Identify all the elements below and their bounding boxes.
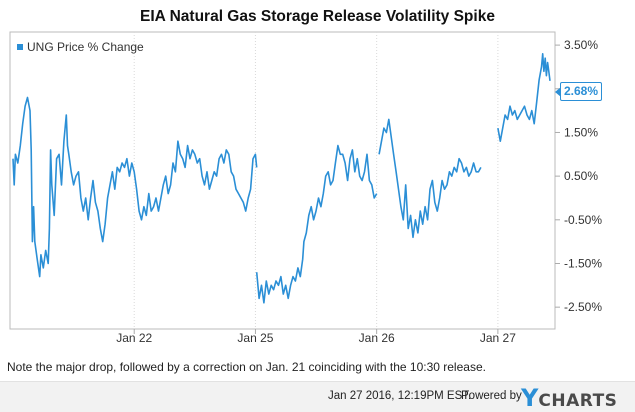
series-group [12,53,551,304]
series-line-segment-1 [12,96,258,278]
y-tick-label: -2.50% [564,300,602,314]
ycharts-logo[interactable]: YCHARTS [521,384,618,412]
y-tick-label: 3.50% [564,38,598,52]
y-tick-label: 1.50% [564,125,598,139]
chart-title: EIA Natural Gas Storage Release Volatili… [140,8,495,25]
logo-y: Y [521,384,539,412]
y-tick-label: -1.50% [564,256,602,270]
x-tick-label: Jan 26 [359,331,395,345]
series-line-segment-2 [255,144,378,304]
legend-label: UNG Price % Change [27,40,144,54]
x-axis-ticks: Jan 22 Jan 25 Jan 26 Jan 27 [116,329,516,345]
legend[interactable]: UNG Price % Change [17,40,144,54]
logo-rest: CHARTS [538,391,618,411]
y-tick-label: 0.50% [564,169,598,183]
y-axis-ticks: 3.50%2.50%1.50%0.50%-0.50%-1.50%-2.50% [555,38,602,314]
x-tick-label: Jan 25 [237,331,273,345]
series-line-segment-4 [497,53,551,142]
annotation-note: Note the major drop, followed by a corre… [7,360,486,374]
y-tick-label: -0.50% [564,213,602,227]
plot-area [9,31,556,330]
footer-timestamp: Jan 27 2016, 12:19PM EST. [328,390,472,402]
footer-bar: Jan 27 2016, 12:19PM EST. Powered by YCH… [0,381,635,412]
series-line-segment-3 [378,118,482,239]
x-tick-label: Jan 27 [480,331,516,345]
powered-by-text: Powered by [461,390,522,402]
legend-swatch [17,44,23,50]
x-tick-label: Jan 22 [116,331,152,345]
last-value-badge: 2.68% [555,82,602,101]
